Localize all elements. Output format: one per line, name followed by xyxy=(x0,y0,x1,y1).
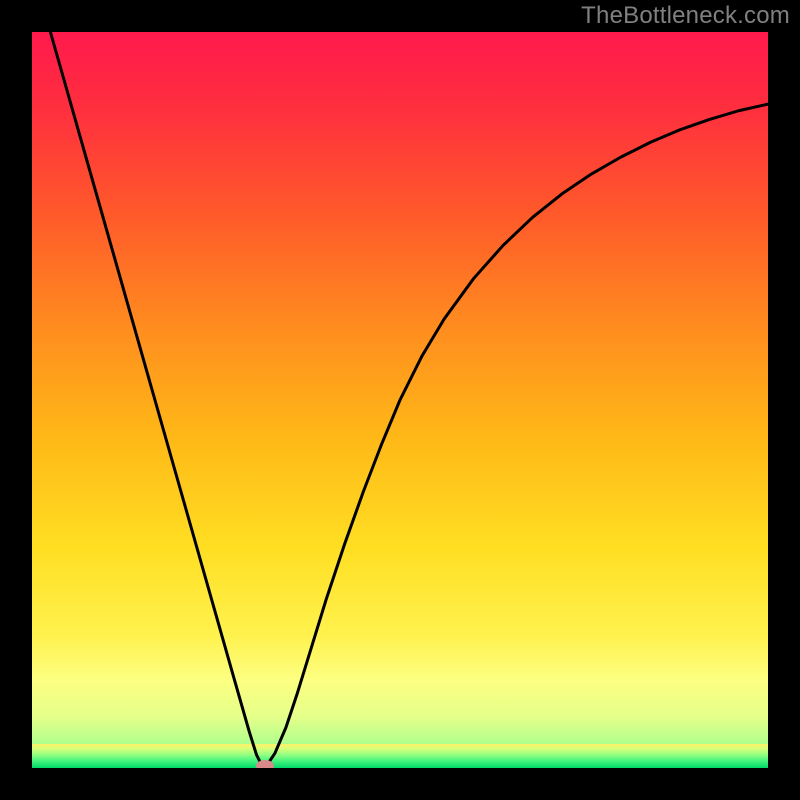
plot-area xyxy=(32,32,768,768)
watermark-label: TheBottleneck.com xyxy=(581,2,790,30)
bottleneck-curve xyxy=(32,32,768,768)
plot-frame xyxy=(32,32,768,768)
bottleneck-chart: TheBottleneck.com xyxy=(0,0,800,800)
optimum-marker xyxy=(256,760,274,768)
